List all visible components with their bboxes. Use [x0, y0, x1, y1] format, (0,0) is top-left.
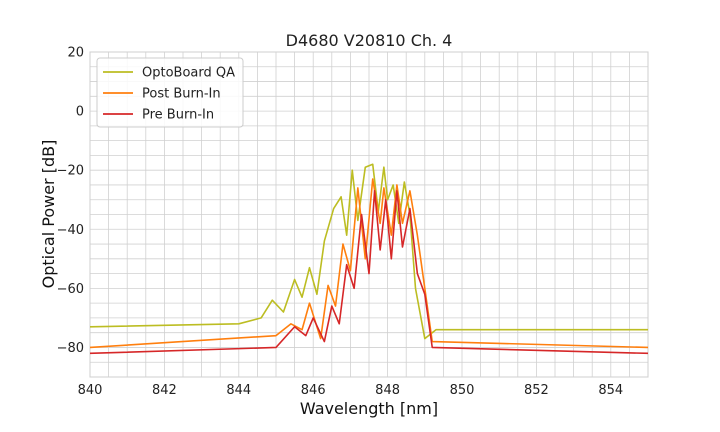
chart-title: D4680 V20810 Ch. 4 — [286, 31, 453, 50]
legend: OptoBoard QA Post Burn-In Pre Burn-In — [96, 57, 244, 128]
y-axis-ticks: 20 0 −20 −40 −60 −80 — [57, 46, 84, 356]
x-tick-label: 844 — [226, 383, 251, 398]
x-tick-label: 854 — [598, 383, 623, 398]
x-axis-ticks: 840 842 844 846 848 850 852 854 — [78, 383, 624, 398]
x-tick-label: 846 — [301, 383, 326, 398]
legend-label-pre-burn-in: Pre Burn-In — [142, 108, 214, 123]
series-line-pre-burn-in — [90, 190, 648, 355]
legend-box — [96, 57, 244, 128]
x-axis-label: Wavelength [nm] — [300, 399, 438, 418]
x-tick-label: 848 — [375, 383, 400, 398]
x-tick-label: 840 — [78, 383, 103, 398]
y-axis-label: Optical Power [dB] — [39, 140, 58, 289]
x-tick-label: 852 — [524, 383, 549, 398]
legend-label-post-burn-in: Post Burn-In — [142, 87, 221, 102]
series-line-optoboard-qa — [90, 163, 648, 340]
y-tick-label: −60 — [57, 282, 84, 297]
series-line-post-burn-in — [90, 178, 648, 349]
series-group — [90, 163, 648, 355]
y-tick-label: 0 — [76, 105, 84, 120]
y-tick-label: 20 — [67, 46, 84, 61]
x-tick-label: 842 — [152, 383, 177, 398]
y-tick-label: −40 — [57, 223, 84, 238]
y-tick-label: −80 — [57, 341, 84, 356]
x-tick-label: 850 — [450, 383, 475, 398]
y-tick-label: −20 — [57, 164, 84, 179]
legend-label-optoboard-qa: OptoBoard QA — [142, 66, 235, 81]
